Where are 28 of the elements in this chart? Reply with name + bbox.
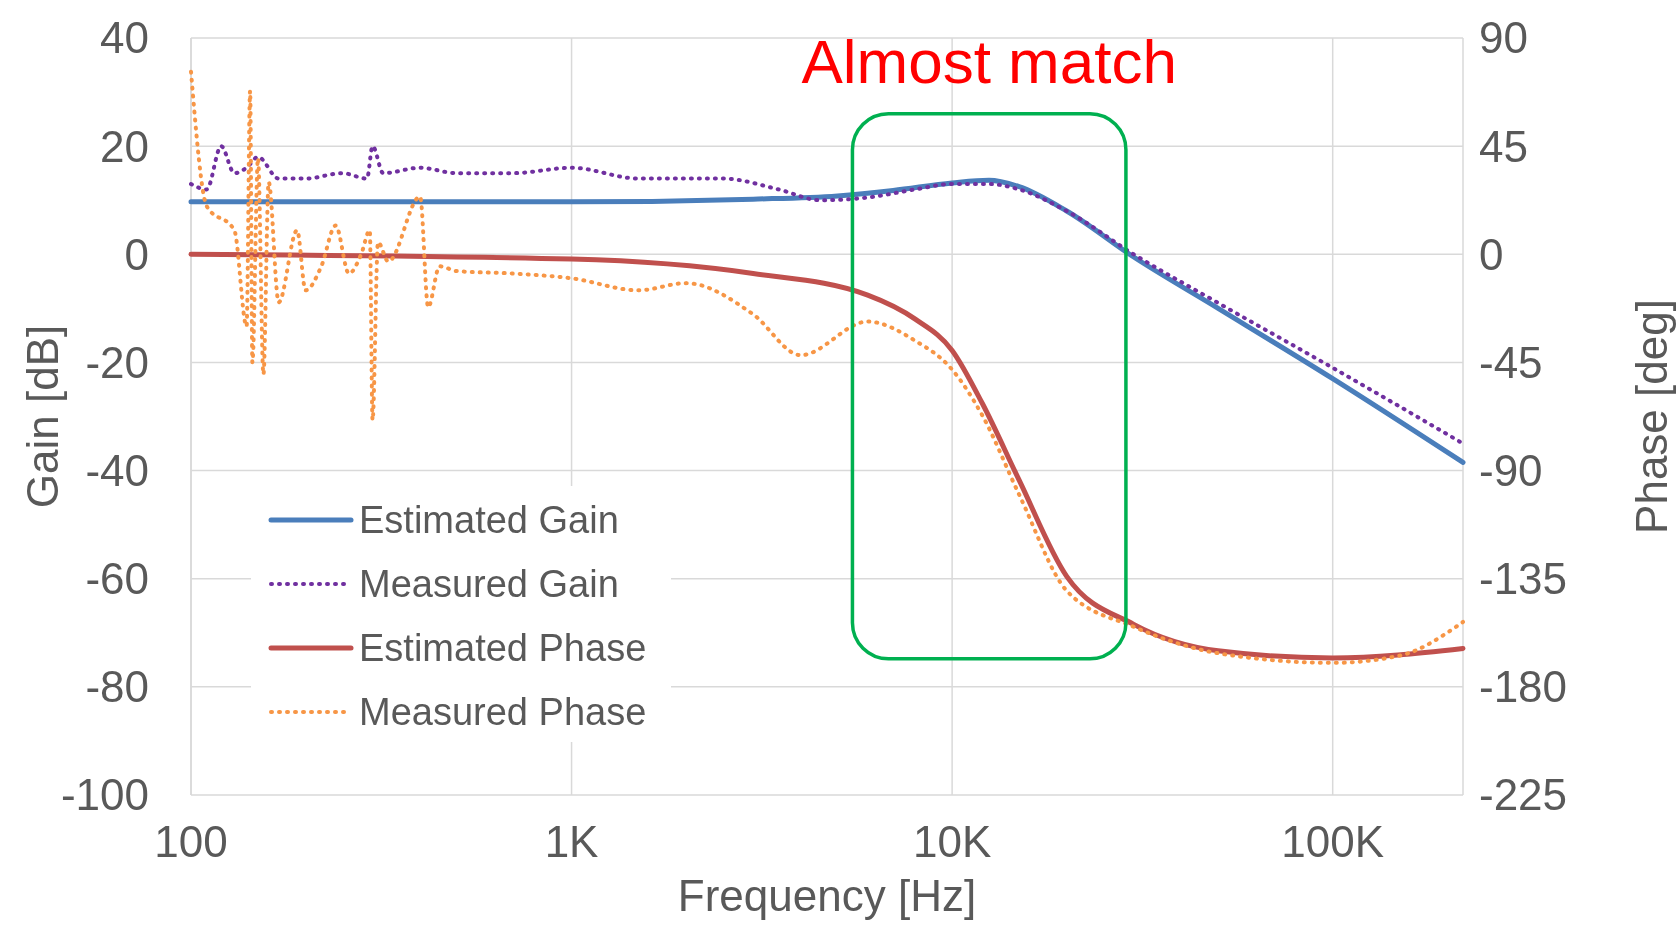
y2-tick-label: -90 [1479, 445, 1543, 495]
y2-tick-label: -135 [1479, 554, 1568, 604]
legend-label: Measured Gain [359, 563, 619, 606]
legend-label: Estimated Gain [359, 499, 619, 542]
x-tick-label: 100 [154, 817, 228, 866]
x-tick-label: 10K [912, 817, 992, 866]
legend-label: Estimated Phase [359, 627, 647, 670]
y2-tick-label: -225 [1479, 770, 1568, 820]
y-tick-label: 20 [100, 121, 149, 171]
y2-tick-label: 45 [1479, 121, 1528, 171]
x-tick-label: 1K [544, 817, 599, 866]
y-tick-label: -80 [85, 662, 149, 712]
y-axis-title: Gain [dB] [18, 324, 67, 509]
y-tick-label: 0 [124, 229, 149, 279]
x-axis-title: Frequency [Hz] [677, 871, 977, 920]
y2-tick-label: 90 [1479, 13, 1528, 63]
y2-tick-label: 0 [1479, 229, 1504, 279]
legend-label: Measured Phase [359, 691, 647, 734]
y-tick-label: -40 [85, 445, 149, 495]
y-tick-label: -60 [85, 554, 149, 604]
annotation: Almost match [801, 27, 1177, 96]
y-tick-label: -20 [85, 337, 149, 387]
y-tick-label: -100 [60, 770, 149, 820]
y2-tick-label: -45 [1479, 337, 1543, 387]
x-tick-label: 100K [1281, 817, 1385, 866]
y2-axis-title: Phase [deg] [1627, 299, 1676, 534]
y-tick-label: 40 [100, 13, 149, 63]
y2-tick-label: -180 [1479, 662, 1568, 712]
